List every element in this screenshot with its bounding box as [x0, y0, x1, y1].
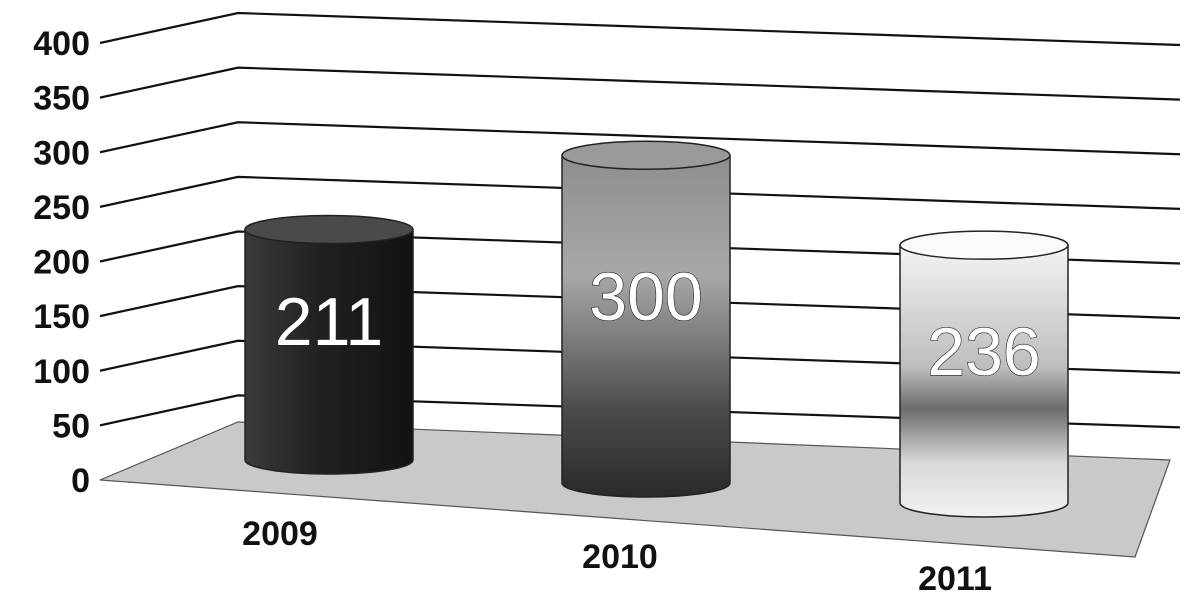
gridline: [99, 11, 1181, 47]
data-label: 300: [589, 259, 702, 335]
x-tick-label: 2009: [242, 515, 318, 553]
bar-2010: 300: [561, 140, 731, 498]
y-tick-label: 150: [33, 298, 90, 336]
y-tick-label: 250: [33, 189, 90, 227]
data-label: 211: [275, 284, 383, 360]
y-tick-label: 0: [71, 462, 90, 500]
data-label: 236: [927, 314, 1040, 390]
x-tick-label: 2010: [582, 538, 658, 576]
bar-body: [244, 228, 414, 475]
y-tick-label: 50: [52, 407, 90, 445]
bar-body: [899, 244, 1069, 518]
gridline: [99, 230, 1181, 265]
bar-top: [899, 230, 1069, 260]
y-tick-label: 100: [33, 353, 90, 391]
y-tick-label: 400: [33, 25, 90, 63]
y-tick-label: 300: [33, 134, 90, 172]
gridline: [99, 66, 1181, 101]
bar-2009: 211: [244, 214, 414, 475]
gridline: [99, 339, 1181, 374]
bar-top: [244, 214, 414, 245]
bar-top: [561, 140, 731, 170]
gridline: [99, 394, 1181, 429]
bar-2011: 236: [899, 230, 1069, 518]
gridline: [99, 175, 1181, 210]
y-tick-label: 350: [33, 80, 90, 118]
x-tick-label: 2011: [918, 560, 992, 598]
gridline: [99, 285, 1181, 320]
gridline: [99, 121, 1181, 156]
y-tick-label: 200: [33, 244, 90, 282]
bar-body: [561, 154, 731, 498]
